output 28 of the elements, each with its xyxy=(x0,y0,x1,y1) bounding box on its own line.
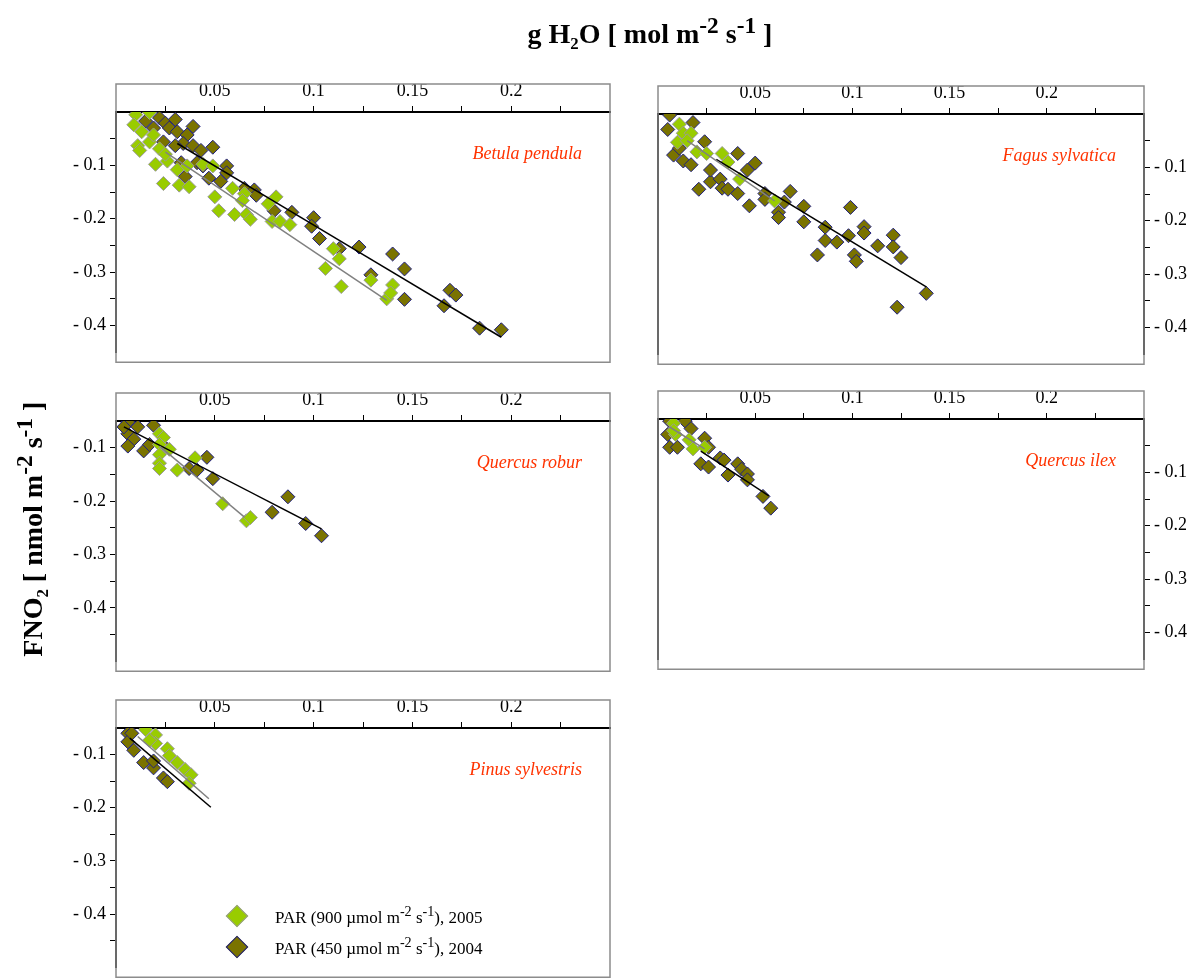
y-tick-label: - 0.4 xyxy=(73,902,106,923)
y2-tick-label: - 0.3 xyxy=(1154,262,1187,283)
y-tick-label: - 0.3 xyxy=(73,849,106,870)
legend-label: PAR (450 µmol m$^{-2}$ s$^{-1}$), 2004 xyxy=(275,934,483,959)
legend-label: PAR (900 µmol m$^{-2}$ s$^{-1}$), 2005 xyxy=(275,903,483,928)
annotation: Quercus ilex xyxy=(1025,449,1116,470)
y-tick-label: - 0.1 xyxy=(73,436,106,457)
y-tick-label: - 0.1 xyxy=(73,154,106,175)
x-axis-title: g H₂O [ mol m$^{-2}$ s$^{-1}$ ] xyxy=(526,12,774,51)
annotation: Quercus robur xyxy=(476,451,583,472)
y2-tick-label: - 0.2 xyxy=(1154,209,1187,230)
y2-tick-label: - 0.3 xyxy=(1154,567,1187,588)
y-tick-label: - 0.3 xyxy=(73,543,106,564)
y2-tick-label: - 0.1 xyxy=(1154,156,1187,177)
y-tick-label: - 0.1 xyxy=(73,743,106,764)
y2-tick-label: - 0.2 xyxy=(1154,514,1187,535)
annotation: Fagus sylvatica xyxy=(1001,144,1116,165)
y-tick-label: - 0.2 xyxy=(73,207,106,228)
y2-tick-label: - 0.4 xyxy=(1154,316,1187,337)
y-tick-label: - 0.4 xyxy=(73,314,106,335)
y-tick-label: - 0.2 xyxy=(73,796,106,817)
y-tick-label: - 0.2 xyxy=(73,489,106,510)
annotation: Betula pendula xyxy=(472,142,582,163)
y-tick-label: - 0.4 xyxy=(73,596,106,617)
y-tick-label: - 0.3 xyxy=(73,260,106,281)
y2-tick-label: - 0.4 xyxy=(1154,621,1187,642)
annotation: Pinus sylvestris xyxy=(468,758,582,779)
y2-tick-label: - 0.1 xyxy=(1154,461,1187,482)
